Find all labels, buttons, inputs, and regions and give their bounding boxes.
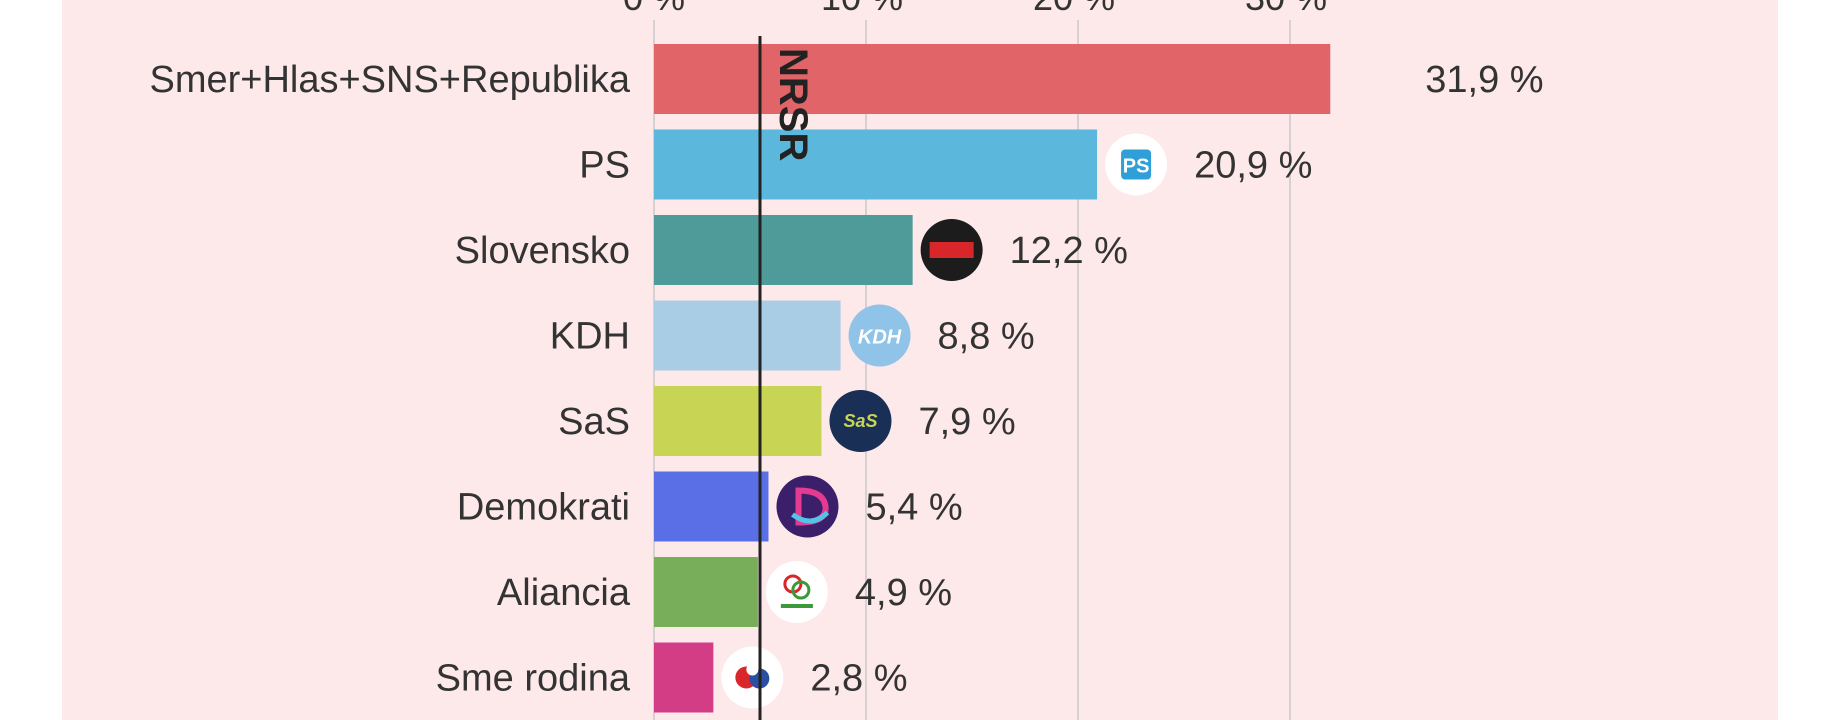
value-label: 7,9 % xyxy=(918,401,1015,443)
bar xyxy=(654,471,769,542)
aliancia-logo-icon xyxy=(765,561,828,623)
value-label: 31,9 % xyxy=(1425,59,1543,101)
x-tick-label: 30 % xyxy=(1245,0,1327,18)
value-label: 5,4 % xyxy=(865,487,962,529)
x-tick-label: 0 % xyxy=(623,0,685,18)
category-label: Aliancia xyxy=(497,572,631,614)
bar xyxy=(654,386,822,456)
logo-mark xyxy=(746,663,759,676)
category-label: Demokrati xyxy=(457,487,630,529)
value-label: 20,9 % xyxy=(1194,145,1312,187)
logo-circle xyxy=(848,304,911,367)
category-label: Sme rodina xyxy=(436,658,631,700)
chart-panel: 0 % 10 % 20 % 30 % Smer+Hlas+SNS+Republika 31… xyxy=(62,0,1778,720)
logo-mark xyxy=(780,604,813,608)
category-label: PS xyxy=(579,145,630,187)
slovensko-logo-icon xyxy=(920,219,983,281)
x-tick-label: 20 % xyxy=(1033,0,1115,18)
x-tick-label: 10 % xyxy=(821,0,903,18)
bar-chart: 0 % 10 % 20 % 30 % Smer+Hlas+SNS+Republika 31… xyxy=(149,0,1544,720)
logo-mark xyxy=(1121,149,1152,180)
value-label: 2,8 % xyxy=(810,658,907,700)
bar xyxy=(654,215,913,285)
threshold-label: NRSR xyxy=(771,48,815,161)
category-label: KDH xyxy=(550,316,630,358)
bar xyxy=(654,557,758,627)
bar xyxy=(654,129,1098,200)
logo-mark xyxy=(790,510,830,524)
logo-circle xyxy=(829,390,892,452)
value-label: 4,9 % xyxy=(855,572,952,614)
kdh-logo-icon: KDH xyxy=(848,304,911,367)
bar xyxy=(654,300,841,371)
ps-logo-icon: PS xyxy=(1105,133,1168,196)
logo-mark xyxy=(791,580,811,600)
value-label: 8,8 % xyxy=(938,316,1035,358)
logo-mark xyxy=(929,242,974,258)
value-label: 12,2 % xyxy=(1010,230,1128,272)
category-label: Smer+Hlas+SNS+Republika xyxy=(149,59,630,101)
category-label: Slovensko xyxy=(455,230,630,272)
category-label: SaS xyxy=(558,401,630,443)
sas-logo-icon: SaS xyxy=(829,390,892,452)
logo-text: SaS xyxy=(843,411,877,431)
logo-circle xyxy=(776,475,839,538)
logo-text: PS xyxy=(1123,156,1150,178)
bar xyxy=(654,642,714,713)
logo-text: KDH xyxy=(858,327,902,349)
bar xyxy=(654,44,1331,114)
demokrati-logo-icon xyxy=(776,475,839,538)
sme-rodina-logo-icon xyxy=(721,646,784,709)
